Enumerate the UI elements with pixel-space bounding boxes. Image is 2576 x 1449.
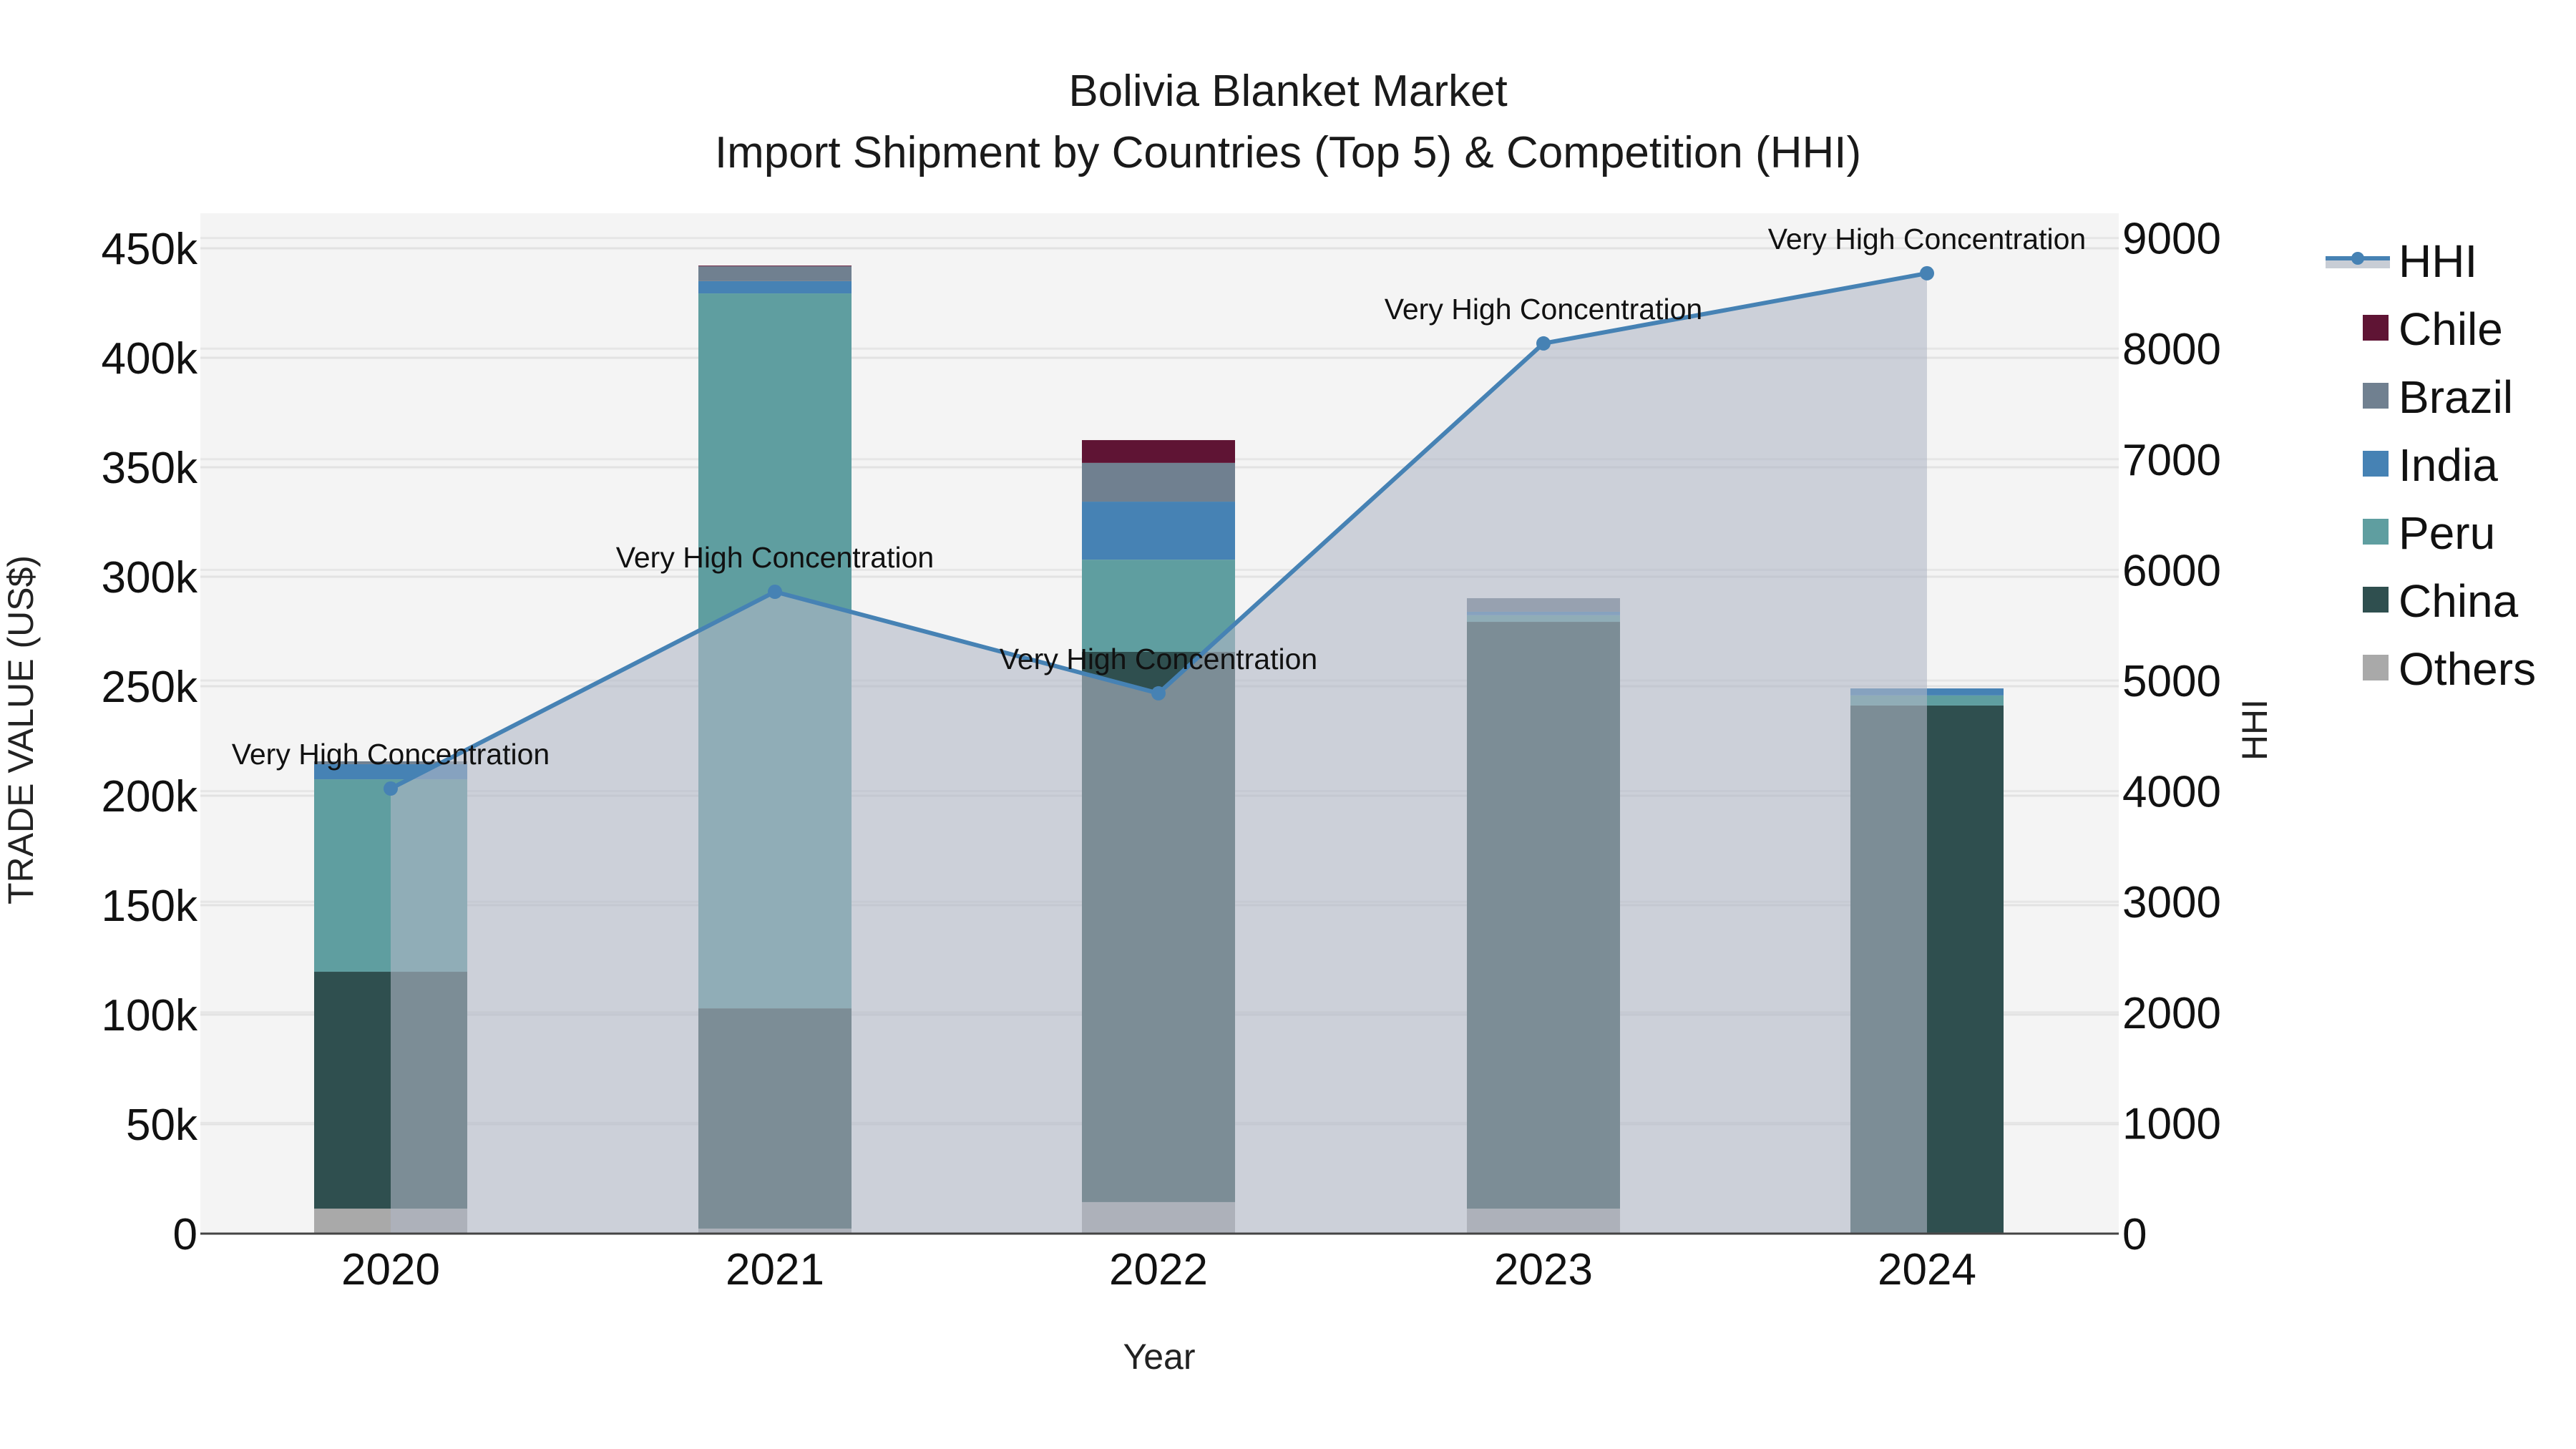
bar-segment-chile[interactable]: [698, 265, 852, 267]
hhi-annotation: Very High Concentration: [1385, 293, 1702, 326]
hhi-marker[interactable]: [1536, 336, 1551, 351]
hhi-marker[interactable]: [1151, 686, 1166, 701]
hhi-area-fill: [391, 273, 1927, 1234]
y-right-tick: 6000: [2122, 546, 2221, 595]
legend-label: Chile: [2399, 303, 2503, 355]
y-right-tick: 8000: [2122, 325, 2221, 374]
chart-title: Bolivia Blanket Market: [1068, 67, 1508, 116]
y-right-tick: 3000: [2122, 878, 2221, 927]
china-swatch-icon: [2363, 587, 2389, 613]
y-right-tick: 1000: [2122, 1099, 2221, 1148]
y-left-tick: 450k: [102, 225, 198, 274]
hhi-annotation: Very High Concentration: [616, 541, 934, 574]
y-left-tick: 300k: [102, 553, 198, 602]
bar-segment-india[interactable]: [1082, 502, 1235, 560]
hhi-annotation: Very High Concentration: [1768, 223, 2086, 255]
x-tick-labels: 2020 2021 2022 2023 2024: [341, 1245, 1976, 1294]
legend-label: Brazil: [2399, 371, 2514, 423]
chile-swatch-icon: [2363, 315, 2389, 341]
y-right-axis-title: HHI: [2235, 699, 2275, 761]
y-left-tick: 400k: [102, 334, 198, 384]
hhi-legend-icon: [2326, 252, 2390, 268]
y-left-tick: 250k: [102, 663, 198, 712]
x-tick: 2021: [726, 1245, 824, 1294]
x-tick: 2022: [1109, 1245, 1208, 1294]
y-left-tick: 100k: [102, 991, 198, 1040]
y-right-tick: 5000: [2122, 657, 2221, 706]
legend-label: Peru: [2399, 507, 2496, 559]
bar-segment-india[interactable]: [698, 280, 852, 294]
legend-label: HHI: [2399, 235, 2478, 287]
bar-segment-peru[interactable]: [1082, 560, 1235, 652]
x-tick: 2024: [1878, 1245, 1976, 1294]
hhi-annotation: Very High Concentration: [1000, 643, 1317, 675]
legend-label: China: [2399, 575, 2519, 627]
bar-segment-brazil[interactable]: [314, 761, 467, 764]
bar-segment-brazil[interactable]: [1082, 462, 1235, 502]
x-tick: 2020: [341, 1245, 440, 1294]
hhi-markers: [384, 265, 1934, 796]
bar-segment-chile[interactable]: [1082, 440, 1235, 463]
y-right-tick: 7000: [2122, 436, 2221, 485]
y-left-tick: 50k: [126, 1101, 198, 1150]
x-tick: 2023: [1494, 1245, 1593, 1294]
y-left-tick: 200k: [102, 772, 198, 821]
x-axis-title: Year: [1123, 1337, 1195, 1377]
y-left-tick-labels: 0 50k 100k 150k 200k 250k 300k 350k 400k 450k: [102, 225, 198, 1259]
hhi-annotations: Very High Concentration Very High Concent…: [232, 223, 2086, 771]
y-left-tick: 150k: [102, 882, 198, 931]
legend-label: India: [2399, 439, 2498, 491]
legend-label: Others: [2399, 643, 2537, 695]
bar-segment-brazil[interactable]: [698, 266, 852, 281]
y-left-tick: 0: [173, 1210, 197, 1259]
others-swatch-icon: [2363, 655, 2389, 680]
india-swatch-icon: [2363, 451, 2389, 477]
y-right-tick: 0: [2122, 1210, 2147, 1259]
hhi-marker[interactable]: [1920, 265, 1934, 280]
y-right-tick-labels: 0 1000 2000 3000 4000 5000 6000 7000 8000 9000: [2122, 215, 2221, 1259]
hhi-marker[interactable]: [384, 781, 398, 796]
y-right-tick: 9000: [2122, 215, 2221, 264]
chart-subtitle: Import Shipment by Countries (Top 5) & C…: [714, 128, 1862, 177]
hhi-marker[interactable]: [768, 585, 782, 600]
y-right-tick: 2000: [2122, 989, 2221, 1038]
y-left-tick: 350k: [102, 444, 198, 493]
brazil-swatch-icon: [2363, 383, 2389, 409]
y-right-tick: 4000: [2122, 768, 2221, 817]
y-left-axis-title: TRADE VALUE (US$): [1, 555, 41, 904]
hhi-annotation: Very High Concentration: [232, 738, 550, 771]
peru-swatch-icon: [2363, 519, 2389, 545]
